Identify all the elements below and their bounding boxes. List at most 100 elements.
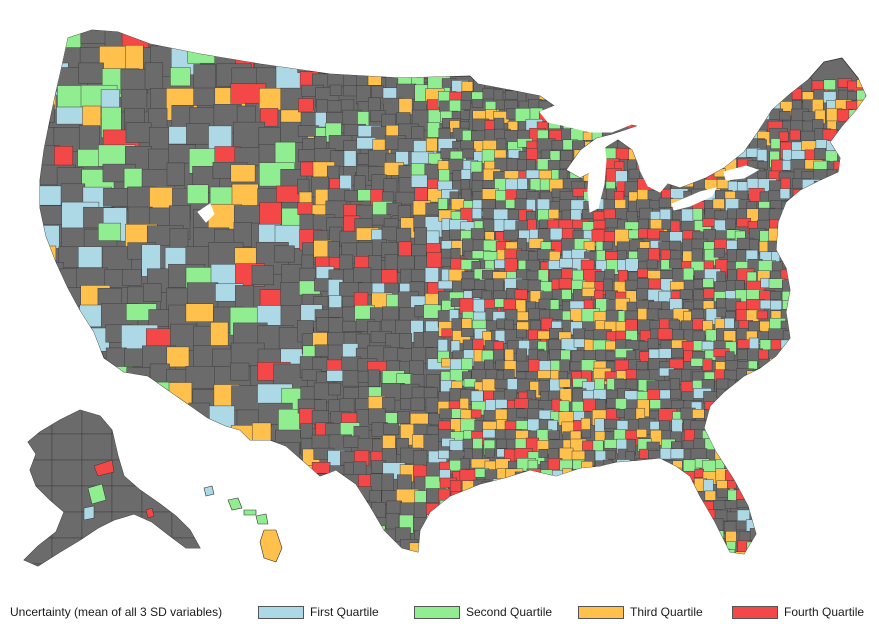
county-tile	[329, 84, 343, 96]
county-tile	[121, 268, 142, 286]
county-tile	[778, 470, 791, 484]
county-tile	[793, 241, 805, 259]
county-tile	[471, 540, 486, 552]
county-tile	[790, 538, 802, 550]
county-tile	[494, 500, 514, 510]
county-tile	[341, 501, 357, 516]
county-tile	[782, 367, 795, 383]
alaska-borough-tile	[111, 410, 143, 435]
county-tile	[637, 511, 653, 522]
county-tile	[825, 340, 845, 356]
county-tile	[690, 510, 710, 520]
alaska-borough-tile	[202, 460, 232, 486]
county-tile	[782, 259, 796, 269]
county-tile	[716, 118, 727, 136]
county-tile	[639, 538, 656, 552]
county-tile	[328, 526, 350, 538]
county-tile	[481, 529, 496, 542]
county-tile	[580, 79, 598, 89]
county-tile	[258, 87, 283, 111]
county-tile	[560, 349, 571, 362]
county-tile	[274, 506, 295, 536]
county-tile	[188, 402, 211, 428]
county-tile	[815, 238, 830, 255]
county-tile	[164, 425, 194, 449]
county-tile	[583, 508, 600, 523]
county-tile	[410, 397, 425, 411]
county-tile	[460, 458, 470, 470]
county-tile	[56, 106, 85, 125]
county-tile	[516, 477, 534, 487]
county-tile	[40, 288, 61, 319]
alaska-borough-tile	[141, 485, 173, 513]
county-tile	[120, 522, 149, 554]
county-tile	[845, 451, 861, 467]
county-tile	[311, 525, 325, 548]
county-tile	[815, 489, 827, 505]
county-tile	[517, 541, 529, 551]
county-tile	[657, 521, 675, 533]
county-tile	[381, 226, 398, 242]
county-tile	[235, 30, 268, 48]
legend: Uncertainty (mean of all 3 SD variables)…	[10, 604, 870, 622]
alaska-borough-tile	[24, 410, 53, 435]
county-tile	[823, 490, 843, 501]
county-tile	[77, 246, 103, 268]
county-tile	[867, 549, 879, 563]
county-tile	[804, 549, 815, 554]
county-tile	[425, 502, 447, 523]
county-tile	[870, 418, 879, 434]
county-tile	[437, 198, 448, 210]
county-tile	[657, 550, 668, 554]
county-tile	[859, 339, 866, 350]
county-tile	[804, 488, 819, 503]
county-tile	[793, 421, 810, 437]
county-tile	[636, 140, 654, 150]
county-tile	[867, 318, 879, 334]
county-tile	[399, 333, 413, 349]
county-tile	[481, 519, 498, 533]
county-tile	[856, 178, 866, 189]
county-tile	[789, 251, 801, 265]
county-tile	[759, 407, 779, 422]
county-tile	[835, 361, 850, 374]
county-tile	[725, 128, 738, 144]
county-tile	[780, 440, 794, 454]
county-tile	[833, 188, 844, 202]
county-tile	[814, 229, 831, 247]
county-tile	[801, 209, 816, 222]
county-tile	[210, 462, 235, 492]
county-tile	[171, 468, 207, 492]
county-tile	[647, 270, 663, 280]
county-tile	[804, 458, 816, 474]
county-tile	[635, 458, 653, 476]
county-tile	[823, 539, 842, 554]
county-tile	[826, 378, 842, 395]
county-tile	[539, 478, 558, 496]
county-tile	[316, 555, 334, 570]
county-tile	[493, 219, 506, 232]
county-tile	[648, 480, 659, 495]
county-tile	[747, 378, 759, 390]
county-tile	[616, 88, 629, 99]
county-tile	[845, 387, 864, 405]
county-tile	[682, 78, 698, 93]
county-tile	[539, 81, 557, 94]
county-tile	[826, 389, 836, 405]
county-tile	[702, 459, 718, 473]
county-tile	[760, 88, 775, 98]
county-tile	[855, 220, 866, 234]
county-tile	[562, 468, 573, 482]
county-tile	[595, 77, 614, 89]
county-tile	[702, 278, 714, 288]
county-tile	[767, 539, 779, 551]
county-tile	[40, 329, 67, 346]
county-tile	[790, 199, 806, 214]
county-tile	[871, 439, 879, 450]
county-tile	[581, 477, 596, 489]
county-tile	[825, 361, 835, 377]
county-tile	[823, 321, 839, 333]
county-tile	[693, 151, 710, 169]
county-tile	[802, 377, 818, 392]
county-tile	[527, 279, 542, 292]
